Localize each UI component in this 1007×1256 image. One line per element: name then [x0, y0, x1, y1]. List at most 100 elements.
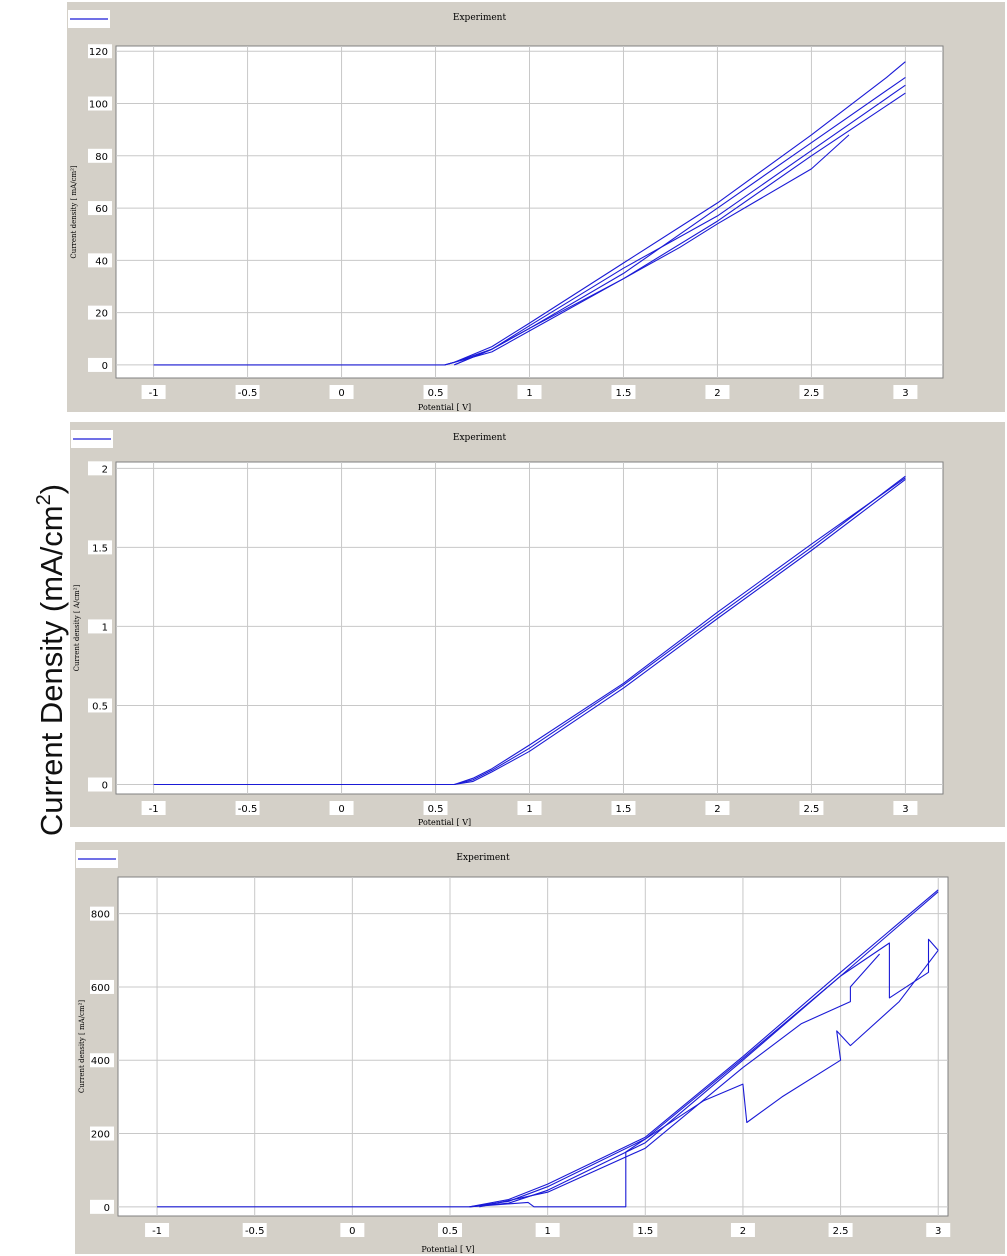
- x-tick-box: [893, 801, 918, 815]
- y-axis-label: Current density [ mA/cm²]: [78, 1000, 86, 1094]
- chart-panel-3: Experiment -1 -0.5 0 0.5 1 1.5 2 2.5 3 0 200 400 600 8…: [75, 842, 1005, 1254]
- shared-y-axis-label: Current Density (mA/cm2): [33, 484, 69, 836]
- y-axis-label: Current density [ A/cm²]: [73, 584, 81, 671]
- x-tick-label: 2: [714, 804, 720, 815]
- y-tick-label: 400: [91, 1056, 110, 1067]
- x-tick-label: 2: [740, 1226, 746, 1237]
- x-tick-box: [535, 1223, 560, 1237]
- x-axis-label: Potential [ V]: [418, 403, 471, 412]
- x-tick-box: [611, 801, 636, 815]
- x-tick-label: 3: [902, 388, 908, 399]
- y-tick-box: [88, 619, 112, 634]
- x-tick-box: [517, 801, 542, 815]
- x-tick-label: -0.5: [238, 804, 258, 815]
- chart-title: Experiment: [453, 13, 507, 23]
- chart-panels: Experiment-1 -0.5 0 0.5 1 1.5 2 2.5 302040608010…: [67, 2, 1005, 1254]
- plot-area: [117, 876, 949, 1217]
- x-tick-label: 2.5: [803, 388, 819, 399]
- y-tick-box: [88, 698, 112, 713]
- x-tick-label: -0.5: [238, 388, 258, 399]
- y-tick-label: 0: [102, 361, 108, 372]
- y-tick-label: 2: [102, 464, 108, 475]
- x-tick-label: 1.5: [637, 1226, 653, 1237]
- shared-y-axis-label-close: ): [34, 484, 69, 494]
- y-tick-label: 40: [95, 256, 108, 267]
- series-group: [153, 61, 906, 366]
- y-tick-label: 0.5: [92, 701, 108, 712]
- x-tick-label: -1: [149, 804, 159, 815]
- x-tick-label: -1: [152, 1226, 162, 1237]
- chart-panel-1: Experiment -1 -0.5 0 0.5 1 1.5 2 2.5 3 0 20 40 60 80 10…: [67, 2, 1005, 412]
- x-tick-label: 0: [349, 1226, 355, 1237]
- x-tick-box: [329, 385, 354, 399]
- series-line-4: [479, 953, 881, 1208]
- x-tick-box: [235, 385, 260, 399]
- y-tick-label: 200: [91, 1130, 110, 1141]
- x-tick-label: 1.5: [616, 388, 632, 399]
- y-tick-label: 20: [95, 309, 108, 320]
- x-tick-label: 3: [935, 1226, 941, 1237]
- y-tick-label: 60: [95, 204, 108, 215]
- x-tick-label: 1.5: [616, 804, 632, 815]
- series-line-2: [454, 478, 906, 786]
- y-tick-box: [88, 96, 112, 111]
- y-tick-box: [88, 44, 112, 59]
- y-tick-label: 600: [91, 983, 110, 994]
- x-tick-box: [705, 801, 730, 815]
- y-tick-box: [88, 253, 112, 268]
- x-axis-label: Potential [ V]: [421, 1245, 474, 1254]
- y-tick-box: [90, 1053, 114, 1068]
- y-tick-label: 120: [89, 47, 108, 58]
- series-line-3: [454, 477, 906, 786]
- x-tick-box: [329, 801, 354, 815]
- y-tick-box: [88, 461, 112, 476]
- series-line-5: [454, 134, 850, 366]
- svg-text:Current Density (mA/cm2): Current Density (mA/cm2): [33, 484, 69, 836]
- x-tick-label: 0: [338, 804, 344, 815]
- y-tick-label: 80: [95, 152, 108, 163]
- shared-y-axis-label-main: Current Density (mA/cm: [34, 505, 69, 836]
- y-tick-box: [88, 357, 112, 372]
- series-group: [157, 889, 939, 1208]
- x-tick-box: [611, 385, 636, 399]
- x-tick-box: [423, 385, 448, 399]
- x-tick-label: 0.5: [428, 804, 444, 815]
- x-tick-box: [141, 801, 166, 815]
- x-tick-box: [438, 1223, 462, 1237]
- shared-y-axis-label-sup: 2: [33, 494, 55, 505]
- series-group: [153, 475, 906, 786]
- x-tick-box: [340, 1223, 365, 1237]
- y-axis-label: Current density [ mA/cm²]: [70, 165, 78, 259]
- series-line-5: [469, 949, 939, 1208]
- y-tick-label: 100: [89, 100, 108, 111]
- x-tick-box: [633, 1223, 658, 1237]
- chart-title: Experiment: [453, 433, 507, 443]
- x-tick-box: [799, 801, 824, 815]
- x-tick-label: 2: [714, 388, 720, 399]
- y-tick-label: 800: [91, 910, 110, 921]
- x-tick-label: 0.5: [442, 1226, 458, 1237]
- x-tick-label: 2.5: [803, 804, 819, 815]
- x-tick-label: 0.5: [428, 388, 444, 399]
- x-tick-box: [893, 385, 918, 399]
- y-tick-box: [90, 1199, 114, 1214]
- x-tick-box: [926, 1223, 951, 1237]
- x-axis-label: Potential [ V]: [418, 818, 471, 827]
- y-tick-box: [88, 540, 112, 555]
- x-tick-box: [145, 1223, 170, 1237]
- x-tick-label: 1: [526, 804, 532, 815]
- x-tick-label: -0.5: [245, 1226, 265, 1237]
- x-tick-label: 2.5: [833, 1226, 849, 1237]
- x-tick-label: 3: [902, 804, 908, 815]
- x-tick-box: [141, 385, 166, 399]
- y-tick-box: [90, 979, 114, 994]
- x-tick-label: -1: [149, 388, 159, 399]
- y-tick-box: [88, 148, 112, 163]
- x-tick-label: 1: [526, 388, 532, 399]
- x-tick-box: [517, 385, 542, 399]
- y-tick-label: 0: [104, 1203, 110, 1214]
- x-tick-box: [423, 801, 448, 815]
- y-tick-box: [88, 777, 112, 792]
- y-tick-box: [88, 201, 112, 216]
